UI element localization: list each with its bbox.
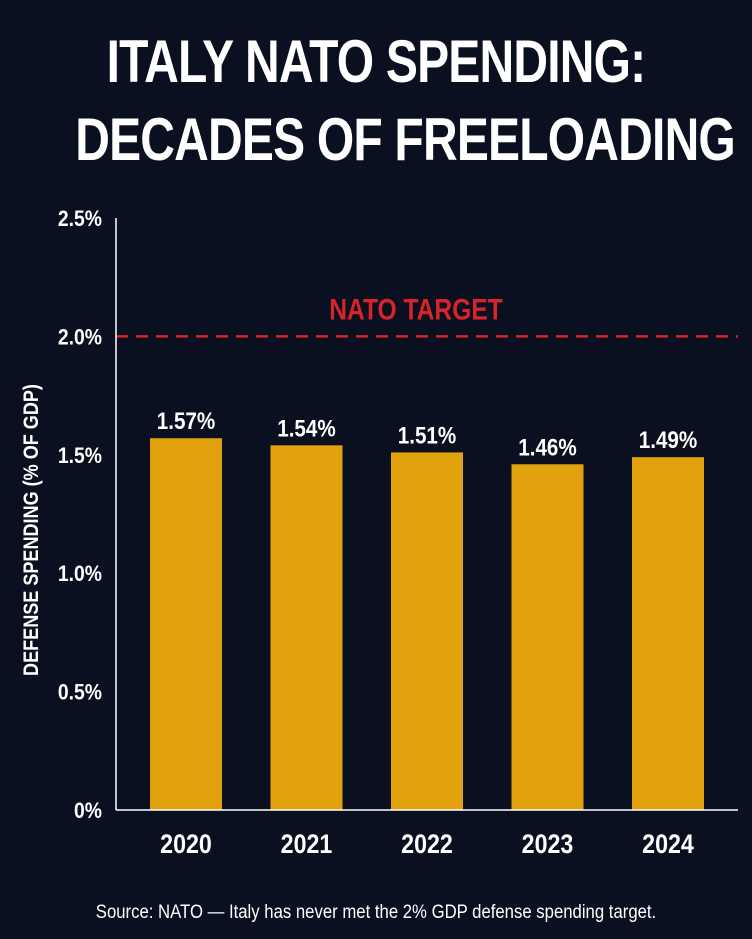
y-tick-label: 0.5% — [58, 680, 102, 704]
chart-title-line-2: DECADES OF FREELOADING — [75, 106, 736, 173]
y-tick-label: 1.5% — [58, 444, 102, 468]
data-label-2024: 1.49% — [639, 427, 698, 454]
bar-2024 — [632, 457, 704, 810]
bar-2021 — [270, 445, 343, 810]
y-tick-label: 2.5% — [58, 207, 102, 231]
x-tick-label-2022: 2022 — [401, 829, 453, 859]
data-label-2020: 1.57% — [157, 408, 216, 435]
y-axis-title: DEFENSE SPENDING (% OF GDP) — [20, 384, 44, 676]
x-tick-label-2021: 2021 — [281, 829, 333, 859]
data-label-2023: 1.46% — [518, 434, 577, 461]
y-tick-label: 1.0% — [58, 562, 102, 586]
data-label-2021: 1.54% — [277, 415, 336, 442]
y-tick-label: 2.0% — [58, 325, 102, 349]
bar-2020 — [150, 438, 222, 810]
bar-2023 — [511, 464, 584, 810]
bar-2022 — [391, 452, 463, 810]
chart-title-line-1: ITALY NATO SPENDING: — [106, 28, 647, 95]
x-tick-label-2024: 2024 — [642, 829, 694, 859]
y-tick-label: 0% — [74, 799, 102, 823]
nato-target-label: NATO TARGET — [329, 292, 503, 326]
bar-chart: NATO TARGET 0% 0.5% 1.0% 1.5% 2.0% 2.5% DEFENSE… — [20, 207, 738, 859]
source-note: Source: NATO — Italy has never met the 2… — [95, 902, 657, 923]
x-tick-label-2020: 2020 — [160, 829, 212, 859]
data-label-2022: 1.51% — [398, 422, 457, 449]
x-tick-label-2023: 2023 — [522, 829, 574, 859]
